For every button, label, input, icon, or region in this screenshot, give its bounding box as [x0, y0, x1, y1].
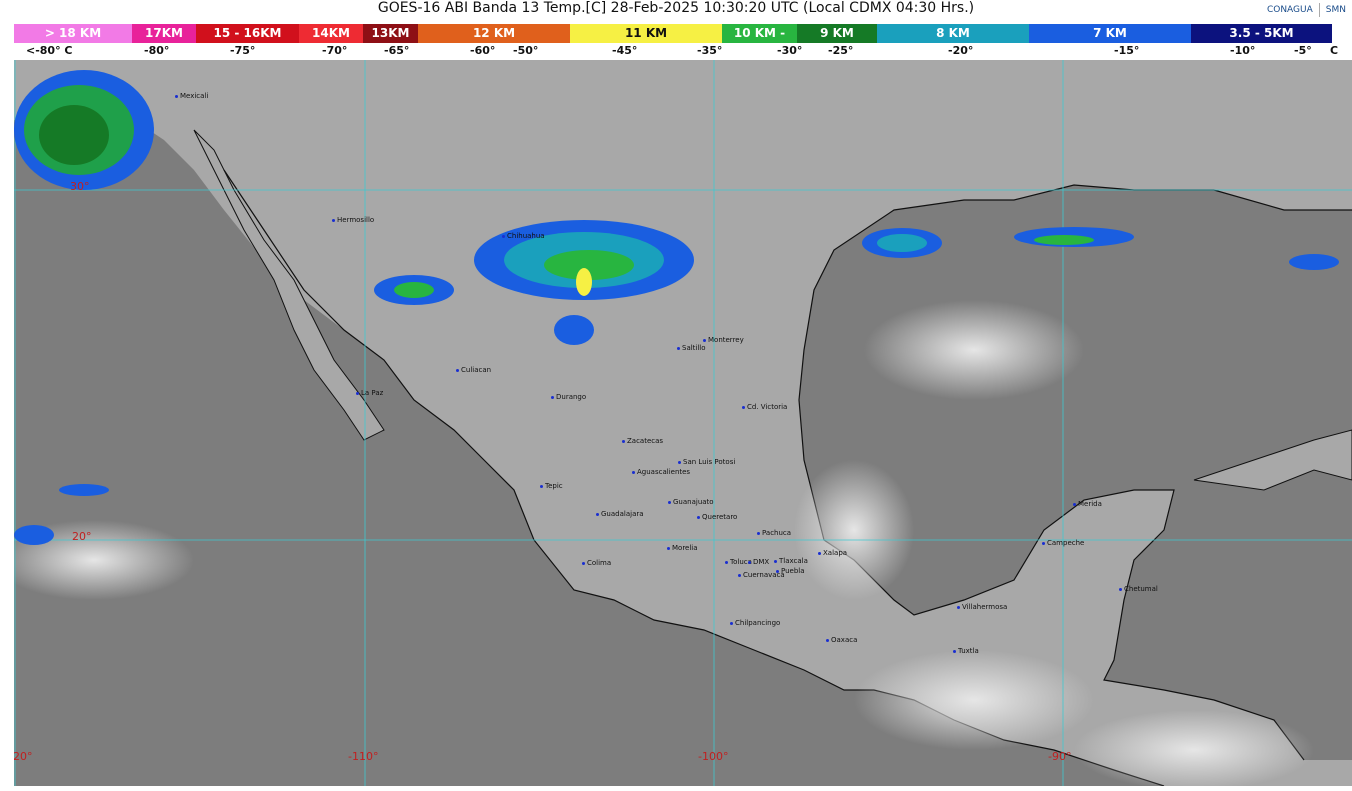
- agency-logos: CONAGUA SMN: [1267, 3, 1346, 17]
- city-label: Chilpancingo: [730, 619, 780, 627]
- city-label: Queretaro: [697, 513, 737, 521]
- temperature-label: -30°: [777, 44, 803, 57]
- cuba: [1193, 429, 1352, 491]
- lon-label-100: -100°: [698, 750, 729, 763]
- city-label: Cuernavaca: [738, 571, 785, 579]
- scale-segment: > 18 KM: [14, 24, 132, 43]
- city-label: Puebla: [776, 567, 805, 575]
- city-label: Pachuca: [757, 529, 791, 537]
- city-label: Oaxaca: [826, 636, 857, 644]
- city-label: Tlaxcala: [774, 557, 808, 565]
- city-label: Campeche: [1042, 539, 1084, 547]
- scale-segment: 3.5 - 5KM: [1191, 24, 1332, 43]
- city-label: Chetumal: [1119, 585, 1158, 593]
- city-label: Tuxtla: [953, 647, 979, 655]
- conagua-logo: CONAGUA: [1266, 5, 1313, 15]
- city-label: Monterrey: [703, 336, 744, 344]
- temperature-label: -25°: [828, 44, 854, 57]
- city-label: Saltillo: [677, 344, 706, 352]
- city-label: Merida: [1073, 500, 1102, 508]
- scale-segment: 17KM: [132, 24, 196, 43]
- temperature-label: -60°: [470, 44, 496, 57]
- temperature-label: -80°: [144, 44, 170, 57]
- city-label: DMX: [748, 558, 769, 566]
- image-title: GOES-16 ABI Banda 13 Temp.[C] 28-Feb-202…: [377, 0, 975, 16]
- lat-label-20: 20°: [72, 530, 92, 543]
- land-north: [14, 60, 1352, 786]
- city-label: Chihuahua: [502, 232, 545, 240]
- city-label: Aguascalientes: [632, 468, 690, 476]
- city-label: Tepic: [540, 482, 563, 490]
- temperature-label: -75°: [230, 44, 256, 57]
- temperature-label: -15°: [1114, 44, 1140, 57]
- temperature-scale: <-80° C -80° -75° -70° -65° -60° -50° -45° -35° -…: [0, 44, 1352, 60]
- lon-label-110: -110°: [348, 750, 379, 763]
- scale-segment: 13KM: [363, 24, 418, 43]
- lat-label-30: 30°: [70, 180, 90, 193]
- temperature-label: -65°: [384, 44, 410, 57]
- cold-cloud-tops: [14, 70, 1339, 545]
- city-label: Mexicali: [175, 92, 208, 100]
- graticule: [14, 60, 1352, 786]
- city-label: Culiacan: [456, 366, 491, 374]
- city-label: Zacatecas: [622, 437, 663, 445]
- scale-segment: 11 KM: [570, 24, 722, 43]
- temperature-label: <-80° C: [26, 44, 73, 57]
- scale-segment: 9 KM: [797, 24, 877, 43]
- scale-segment: 14KM: [299, 24, 363, 43]
- city-label: Morelia: [667, 544, 698, 552]
- satellite-map: 30° 20° -120° -110° -100° -90° Mexicali H…: [14, 60, 1352, 786]
- scale-segment: 12 KM: [418, 24, 570, 43]
- temperature-label: -45°: [612, 44, 638, 57]
- city-label: Durango: [551, 393, 586, 401]
- city-label: Guanajuato: [668, 498, 714, 506]
- city-label: Toluca: [725, 558, 752, 566]
- scale-segment: 8 KM: [877, 24, 1029, 43]
- temperature-label: -10°: [1230, 44, 1256, 57]
- lon-label-90: -90°: [1048, 750, 1072, 763]
- color-scale: > 18 KM 17KM 15 - 16KM 14KM 13KM 12 KM 11 KM 10…: [14, 24, 1352, 43]
- scale-segment: 15 - 16KM: [196, 24, 299, 43]
- baja-california: [193, 129, 385, 441]
- city-label: Xalapa: [818, 549, 847, 557]
- city-label: La Paz: [356, 389, 383, 397]
- city-label: Cd. Victoria: [742, 403, 787, 411]
- city-label: Villahermosa: [957, 603, 1007, 611]
- map-layer: [14, 60, 1352, 786]
- city-label: San Luis Potosi: [678, 458, 735, 466]
- temperature-label: -35°: [697, 44, 723, 57]
- city-label: Hermosillo: [332, 216, 374, 224]
- city-label: Colima: [582, 559, 611, 567]
- scale-segment: 7 KM: [1029, 24, 1191, 43]
- smn-logo: SMN: [1325, 5, 1346, 15]
- city-label: Guadalajara: [596, 510, 644, 518]
- lon-label-120: -120°: [14, 750, 33, 763]
- temperature-label: -70°: [322, 44, 348, 57]
- temperature-label: -5°: [1294, 44, 1312, 57]
- temperature-label: -50°: [513, 44, 539, 57]
- scale-segment: 10 KM -: [722, 24, 797, 43]
- temperature-label: C: [1330, 44, 1339, 57]
- temperature-label: -20°: [948, 44, 974, 57]
